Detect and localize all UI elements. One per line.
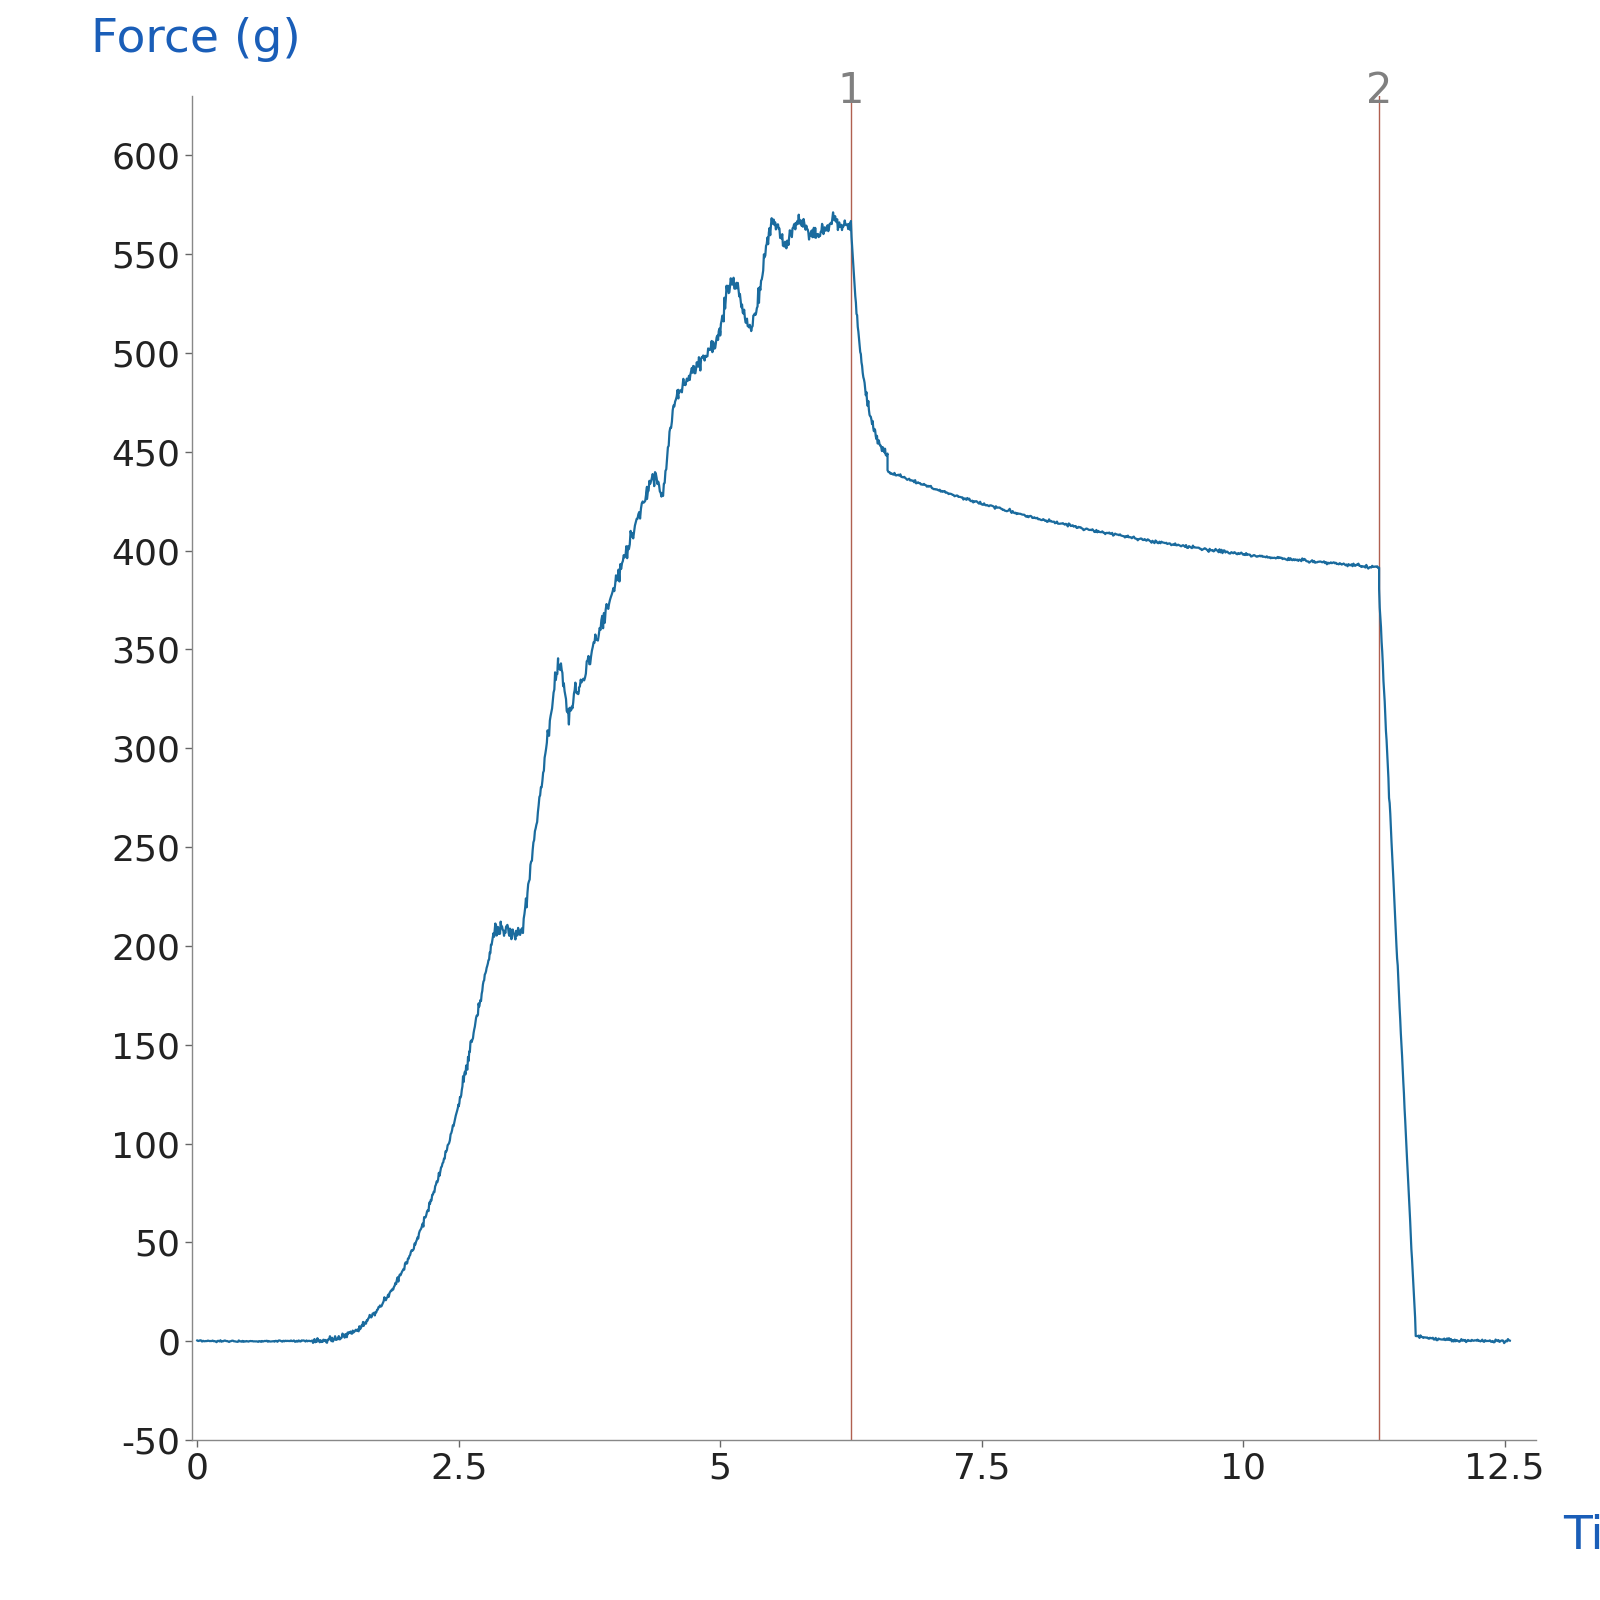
Text: 1: 1 bbox=[838, 70, 864, 112]
Text: 2: 2 bbox=[1366, 70, 1392, 112]
Y-axis label: Force (g): Force (g) bbox=[91, 18, 301, 62]
X-axis label: Time (sec): Time (sec) bbox=[1563, 1514, 1600, 1558]
